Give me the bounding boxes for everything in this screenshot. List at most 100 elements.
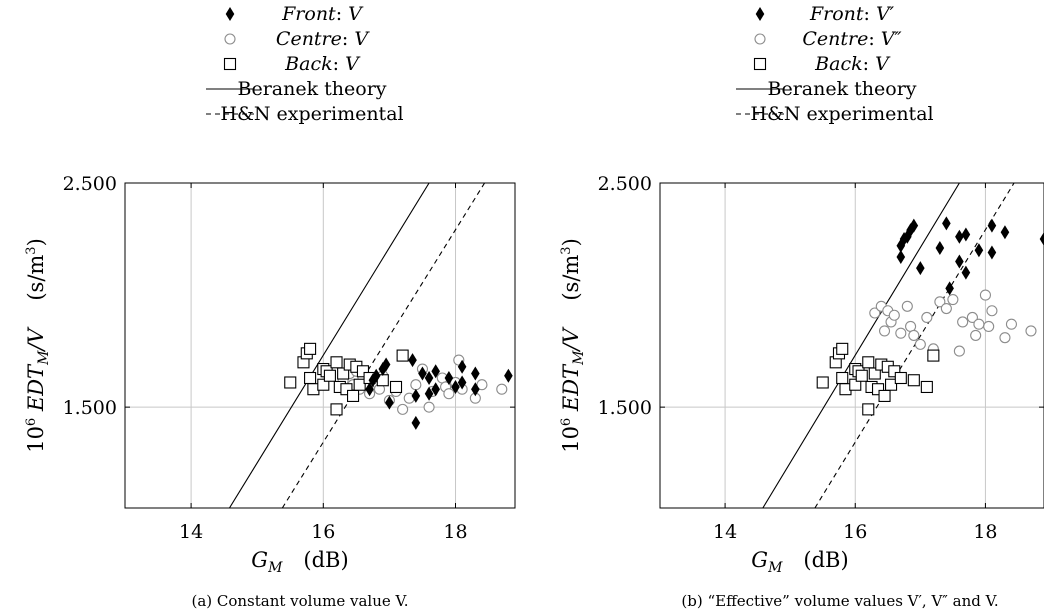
back-point — [340, 383, 353, 396]
x-axis-label: GM (dB) — [251, 548, 348, 576]
back-point — [330, 356, 343, 369]
front-point — [471, 382, 480, 397]
front-point — [365, 382, 374, 397]
y-tick-label: 1.500 — [63, 397, 117, 419]
y-tick-label: 2.500 — [63, 173, 117, 195]
back-point — [849, 378, 862, 391]
front-point — [504, 368, 513, 383]
panel-caption: (b) “Effective” volume values V′, V″ and… — [681, 592, 998, 610]
legend-label: Back: V — [814, 53, 891, 75]
centre-point — [934, 296, 946, 308]
back-point — [862, 403, 875, 416]
back-point — [396, 349, 409, 362]
centre-point — [869, 307, 881, 319]
legend-label: Beranek theory — [237, 78, 386, 100]
centre-point — [966, 311, 978, 324]
front-point — [444, 371, 454, 385]
x-tick-label: 14 — [179, 521, 203, 543]
plot-frame — [124, 182, 516, 509]
front-point — [942, 216, 951, 231]
front-point — [411, 388, 421, 403]
beranek-line — [228, 183, 430, 508]
front-point — [418, 366, 427, 381]
back-point — [868, 367, 881, 380]
centre-point — [496, 383, 508, 395]
chart-panel-2: 14 16 18 1.500 2.500 Front: V′ Centre: V″ Back:… — [559, 3, 1044, 610]
y-axis-label: 106 EDTM/V (s/m3) — [24, 238, 52, 453]
centre-point — [476, 379, 488, 391]
centre-point — [986, 305, 998, 317]
legend: Front: V Centre: V Back: V Beranek theory H&… — [206, 3, 404, 125]
centre-point — [423, 401, 435, 413]
front-point — [987, 245, 997, 260]
centre-point — [947, 294, 959, 306]
back-series — [284, 342, 409, 416]
back-point — [353, 378, 366, 391]
centre-point — [878, 325, 891, 337]
back-point — [888, 365, 901, 378]
beranek-line — [762, 183, 960, 508]
front-series — [896, 216, 1044, 296]
back-point — [927, 349, 940, 362]
legend-label: Front: V — [281, 3, 364, 25]
back-legend-marker — [223, 57, 237, 71]
centre-point — [1025, 325, 1037, 337]
front-point — [961, 227, 971, 242]
back-point — [816, 376, 829, 389]
x-axis-label: GM (dB) — [751, 548, 848, 576]
y-axis-label: 106 EDTM/V (s/m3) — [559, 238, 587, 453]
front-legend-marker — [225, 7, 235, 21]
front-point — [974, 243, 984, 258]
back-point — [337, 367, 350, 380]
front-point — [896, 249, 906, 264]
back-point — [323, 369, 336, 382]
back-point — [836, 342, 849, 355]
x-tick-label: 18 — [443, 521, 467, 543]
front-point — [431, 364, 440, 379]
back-point — [836, 371, 849, 385]
front-point — [411, 415, 421, 430]
centre-point — [979, 289, 991, 301]
legend-label: Beranek theory — [767, 78, 916, 100]
centre-point — [957, 316, 969, 328]
chart-panel-1: 14 16 18 1.500 2.500 Front: V Centre: V Back: V… — [24, 3, 516, 610]
front-point — [1039, 232, 1044, 247]
front-point — [451, 379, 460, 394]
front-point — [909, 218, 919, 233]
y-tick-label: 1.500 — [598, 397, 652, 419]
back-point — [894, 371, 907, 385]
back-point — [284, 376, 297, 389]
legend-label: Centre: V″ — [802, 28, 901, 50]
front-point — [955, 254, 964, 269]
front-point — [381, 357, 391, 372]
centre-point — [443, 388, 455, 400]
back-point — [878, 389, 891, 402]
back-point — [885, 378, 898, 391]
centre-point — [983, 320, 995, 332]
legend-label: Front: V′ — [809, 3, 895, 25]
front-point — [408, 353, 417, 368]
centre-point — [1005, 318, 1018, 330]
back-point — [855, 369, 868, 382]
front-legend-marker — [755, 7, 765, 21]
front-point — [424, 386, 434, 401]
centre-point — [888, 309, 900, 321]
centre-point — [970, 329, 982, 341]
legend-label: Back: V — [284, 53, 361, 75]
centre-point — [921, 311, 933, 324]
front-point — [457, 375, 467, 390]
back-point — [871, 383, 885, 396]
front-point — [987, 218, 997, 233]
front-point — [471, 366, 480, 381]
legend-label: Centre: V — [276, 28, 370, 50]
centre-point — [908, 329, 920, 341]
back-point — [307, 383, 320, 396]
panel-caption: (a) Constant volume value V. — [191, 592, 408, 610]
centre-legend-marker — [754, 33, 766, 45]
legend-label: H&N experimental — [220, 103, 403, 125]
front-point — [916, 261, 925, 276]
front-point — [431, 382, 440, 397]
hn-line — [281, 183, 486, 508]
front-series — [365, 353, 513, 430]
